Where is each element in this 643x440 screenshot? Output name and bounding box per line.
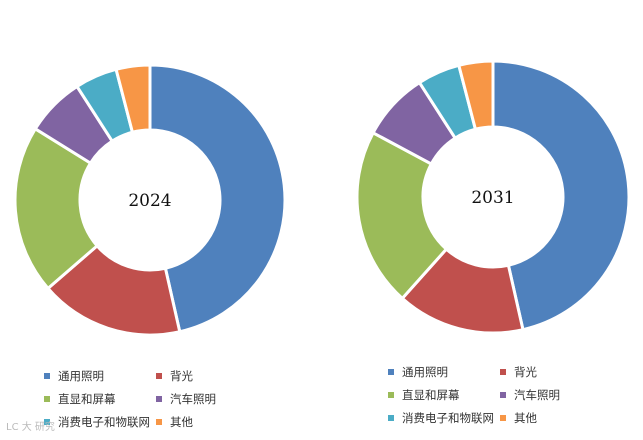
donut-slice-2024-6 bbox=[114, 63, 152, 135]
donut-slice-2031-3 bbox=[355, 130, 449, 301]
watermark: LC 大 研究 bbox=[6, 422, 55, 433]
legend-swatch bbox=[44, 419, 50, 425]
legend-item: 背光 bbox=[500, 364, 537, 380]
legend-label: 其他 bbox=[514, 411, 537, 425]
legend-swatch bbox=[500, 369, 506, 375]
legend-swatch bbox=[388, 415, 394, 421]
legend-item: 直显和屏幕 bbox=[44, 391, 116, 407]
legend-item: 其他 bbox=[500, 410, 537, 426]
donut-slice-2024-2 bbox=[45, 243, 182, 337]
legend-item: 汽车照明 bbox=[156, 391, 216, 407]
legend-label: 直显和屏幕 bbox=[58, 392, 116, 406]
legend-item: 消费电子和物联网 bbox=[44, 414, 150, 430]
legend-swatch bbox=[500, 392, 506, 398]
legend-item: 通用照明 bbox=[44, 368, 104, 384]
donut-slice-2024-1 bbox=[148, 63, 287, 334]
legend-item: 直显和屏幕 bbox=[388, 387, 460, 403]
legend-swatch bbox=[156, 396, 162, 402]
legend-label: 通用照明 bbox=[402, 365, 448, 379]
center-label-2024: 2024 bbox=[128, 191, 171, 211]
donut-slice-2024-3 bbox=[13, 126, 100, 291]
legend-swatch bbox=[156, 419, 162, 425]
legend-label: 其他 bbox=[170, 415, 193, 429]
legend-label: 汽车照明 bbox=[514, 388, 560, 402]
legend-label: 汽车照明 bbox=[170, 392, 216, 406]
legend-swatch bbox=[44, 373, 50, 379]
legend-label: 背光 bbox=[170, 369, 193, 383]
legend-label: 消费电子和物联网 bbox=[58, 415, 150, 429]
legend-item: 背光 bbox=[156, 368, 193, 384]
legend-swatch bbox=[500, 415, 506, 421]
center-label-2031: 2031 bbox=[471, 188, 514, 208]
legend-label: 消费电子和物联网 bbox=[402, 411, 494, 425]
donut-slice-2031-6 bbox=[457, 59, 495, 132]
legend-label: 背光 bbox=[514, 365, 537, 379]
legend-item: 消费电子和物联网 bbox=[388, 410, 494, 426]
legend-swatch bbox=[156, 373, 162, 379]
legend-swatch bbox=[388, 392, 394, 398]
donut-slice-2031-1 bbox=[491, 59, 631, 332]
legend-swatch bbox=[44, 396, 50, 402]
legend-item: 汽车照明 bbox=[500, 387, 560, 403]
legend-item: 通用照明 bbox=[388, 364, 448, 380]
legend-label: 直显和屏幕 bbox=[402, 388, 460, 402]
legend-item: 其他 bbox=[156, 414, 193, 430]
legend-swatch bbox=[388, 369, 394, 375]
legend-label: 通用照明 bbox=[58, 369, 104, 383]
